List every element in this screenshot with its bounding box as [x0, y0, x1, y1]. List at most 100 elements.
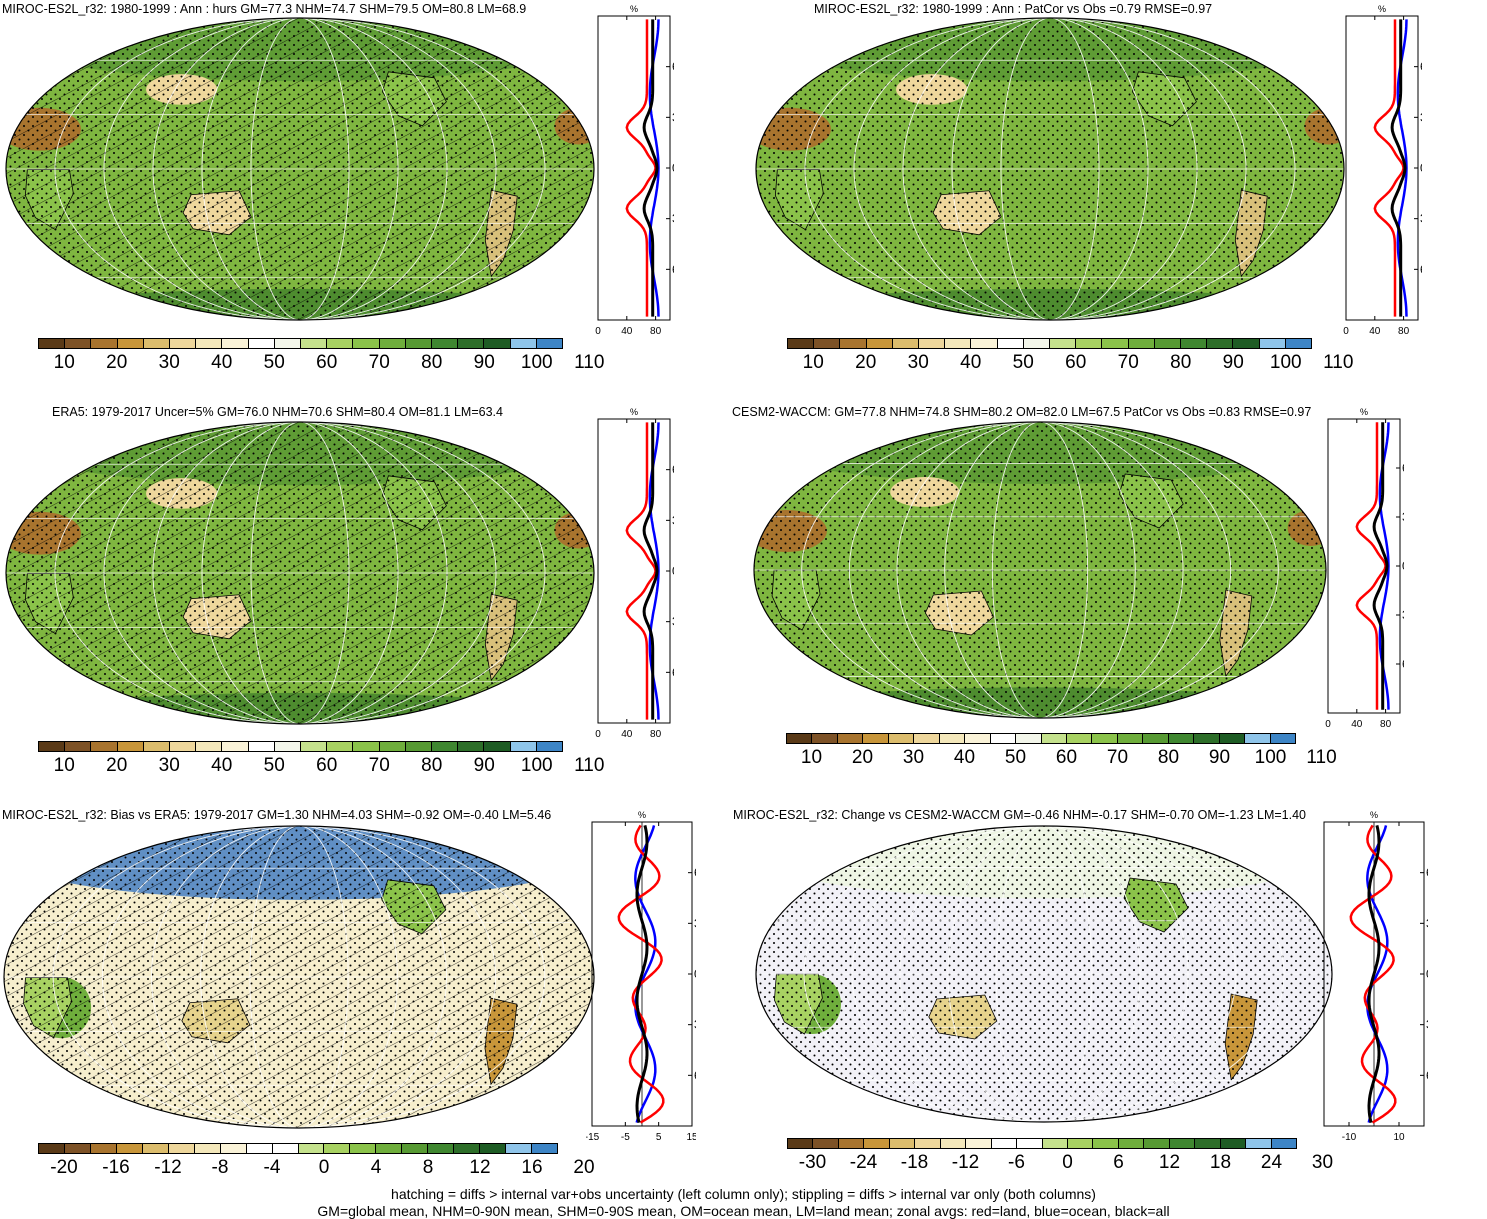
zonal-lat-label: 30S: [1402, 608, 1404, 622]
colorbar-tick-label: 40: [960, 352, 982, 373]
zonal-x-label: 5: [656, 1132, 662, 1143]
colorbar-swatch: [1144, 1139, 1170, 1148]
colorbar-swatch: [64, 1144, 91, 1153]
map-panel-4: [753, 421, 1327, 719]
colorbar-swatch: [91, 742, 118, 751]
colorbar-swatch: [353, 339, 380, 348]
colorbar-swatch: [324, 1144, 351, 1153]
colorbar-tick-label: -4: [263, 1157, 281, 1178]
zonal-lat-label: 30N: [1402, 510, 1404, 524]
colorbar-tick-label: -12: [154, 1157, 182, 1178]
zonal-x-label: 40: [621, 326, 633, 337]
zonal-lat-label: 30N: [672, 110, 674, 124]
colorbar-swatch: [301, 742, 328, 751]
colorbar-tick-label: 20: [851, 747, 874, 768]
zonal-plot-1: % 60N 30N 0 30S 60S 0 40 80: [595, 4, 674, 337]
footer-line-1: hatching = diffs > internal var+obs unce…: [391, 1186, 1096, 1202]
colorbar-tick-label: 70: [368, 352, 390, 373]
zonal-plot-3: % 60N 30N 0 30S 60S 0 40 80: [595, 407, 674, 740]
colorbar-tick-label: 12: [469, 1157, 491, 1178]
colorbar-tick-label: -8: [211, 1157, 229, 1178]
colorbar-swatch: [889, 1139, 916, 1148]
colorbar-swatch: [301, 339, 328, 348]
map-outline: [5, 17, 595, 321]
colorbar-swatch: [1194, 734, 1220, 743]
all-zonal-curve: [1367, 825, 1381, 1123]
zonal-x-label: 80: [1380, 719, 1392, 730]
colorbar-swatch: [405, 742, 433, 751]
colorbar-swatch: [484, 339, 511, 348]
colorbar-swatch: [837, 734, 864, 743]
zonal-lat-label: 60S: [1426, 1068, 1428, 1082]
zonal-lat-label: 0: [694, 967, 696, 981]
colorbar-tick-label: 50: [1004, 747, 1027, 768]
zonal-plot-6: % 60N 30N 0 30S 60S -10 10: [1323, 810, 1428, 1143]
colorbar-swatches: [38, 338, 563, 349]
colorbar-tick-label: 30: [907, 352, 929, 373]
map-outline: [755, 17, 1345, 321]
zonal-x-label: 0: [595, 326, 601, 337]
colorbar-tick-label: -30: [798, 1152, 827, 1173]
colorbar-swatch: [1092, 734, 1118, 743]
map-panel-2: [755, 17, 1345, 321]
graticule: [756, 18, 1344, 320]
colorbar-swatches: [787, 1138, 1297, 1149]
colorbar-tick-label: 90: [1208, 747, 1231, 768]
zonal-lat-label: 60S: [672, 665, 674, 679]
colorbar-tick-label: -12: [951, 1152, 980, 1173]
colorbar-swatch: [1246, 1139, 1272, 1148]
colorbar-swatch: [990, 734, 1017, 743]
zonal-lat-label: 30S: [1426, 1018, 1428, 1032]
colorbar-swatch: [536, 339, 563, 348]
colorbar-tick-label: 100: [520, 352, 553, 373]
colorbar-tick-label: 80: [1170, 352, 1192, 373]
panel-title-2: MIROC-ES2L_r32: 1980-1999 : Ann : PatCor…: [814, 2, 1213, 16]
colorbar-swatch: [532, 1144, 558, 1153]
colorbar-swatch: [142, 1144, 169, 1153]
colorbar-swatch: [298, 1144, 325, 1153]
zonal-lat-label: 30N: [672, 513, 674, 527]
colorbar-tick-label: 8: [422, 1157, 434, 1178]
colorbar-swatch: [65, 339, 92, 348]
colorbar-swatch: [1271, 1139, 1297, 1148]
colorbar-swatch: [196, 339, 223, 348]
map-panel-6: [755, 825, 1333, 1123]
colorbar-tick-label: 100: [520, 755, 553, 776]
colorbar-swatch: [1093, 1139, 1119, 1148]
zonal-lat-label: 60N: [1426, 866, 1428, 880]
colorbar-tick-label: 70: [1106, 747, 1129, 768]
zonal-x-label: 80: [650, 326, 662, 337]
colorbar-swatch: [1041, 734, 1067, 743]
colorbar-6: -30 -24 -18 -12 -6 0 6 12 18 24 30: [787, 1138, 1333, 1178]
colorbar-swatch: [813, 1139, 839, 1148]
colorbar-swatch: [892, 339, 920, 348]
colorbar-swatch: [90, 1144, 117, 1153]
colorbar-swatch: [143, 742, 171, 751]
zonal-lat-label: 60N: [672, 60, 674, 74]
colorbar-tick-label: 6: [1113, 1152, 1124, 1173]
zonal-unit-label: %: [638, 810, 646, 820]
colorbar-4: 10 20 30 40 50 60 70 80 90 100 110: [786, 733, 1337, 773]
zonal-lat-label: 60N: [672, 463, 674, 477]
zonal-unit-label: %: [1370, 810, 1378, 820]
colorbar-tick-label: -16: [102, 1157, 130, 1178]
colorbar-tick-label: 100: [1269, 352, 1302, 373]
colorbar-swatch: [788, 339, 815, 348]
colorbar-swatch: [327, 742, 354, 751]
all-zonal-curve: [1390, 19, 1407, 317]
colorbar-swatch: [991, 1139, 1018, 1148]
colorbar-swatch: [458, 339, 485, 348]
colorbar-tick-label: 90: [473, 755, 495, 776]
colorbar-swatch: [143, 339, 171, 348]
colorbar-swatch: [1154, 339, 1182, 348]
zonal-lat-label: 30S: [694, 1018, 696, 1032]
colorbar-tick-label: -18: [900, 1152, 929, 1173]
colorbar-swatches: [38, 741, 563, 752]
land-zonal-curve: [617, 824, 665, 1124]
colorbar-swatch: [170, 339, 197, 348]
colorbar-swatch: [1270, 734, 1296, 743]
colorbar-tick-label: 50: [1012, 352, 1034, 373]
colorbar-swatch: [940, 1139, 967, 1148]
colorbar-swatches: [38, 1143, 558, 1154]
colorbar-tick-label: 60: [316, 755, 338, 776]
